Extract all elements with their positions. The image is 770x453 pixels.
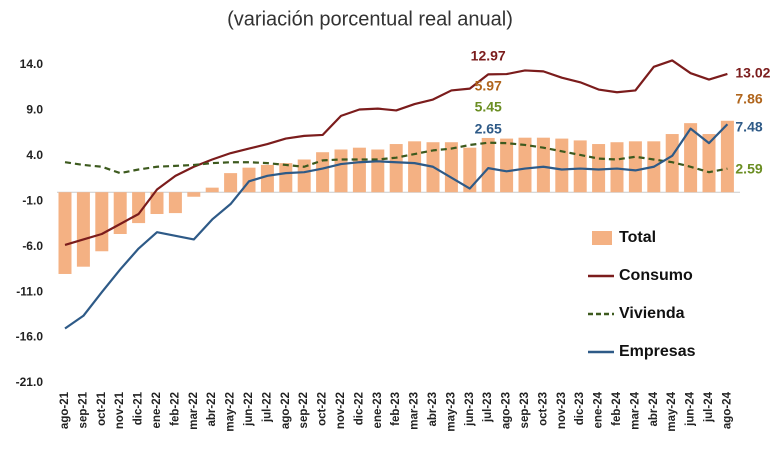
y-tick-label: -16.0 bbox=[16, 330, 44, 344]
bar bbox=[481, 137, 495, 193]
y-tick-label: 14.0 bbox=[20, 57, 44, 71]
bar bbox=[352, 147, 366, 193]
bar bbox=[95, 192, 109, 252]
bar bbox=[628, 141, 642, 193]
x-tick-label: jun-23 bbox=[464, 392, 476, 427]
bar bbox=[371, 149, 385, 193]
bar bbox=[610, 142, 624, 193]
x-tick-label: nov-21 bbox=[114, 391, 126, 429]
x-tick-label: oct-22 bbox=[317, 392, 329, 426]
bar bbox=[150, 192, 164, 215]
y-tick-label: 4.0 bbox=[26, 148, 43, 162]
x-tick-label: sep-23 bbox=[519, 392, 531, 428]
x-tick-label: ago-23 bbox=[501, 392, 513, 429]
x-tick-label: sep-22 bbox=[298, 392, 310, 428]
x-tick-label: mar-22 bbox=[188, 392, 200, 430]
x-tick-label: ene-24 bbox=[593, 391, 605, 428]
bar bbox=[187, 192, 201, 197]
bar bbox=[408, 141, 422, 193]
x-tick-label: may-22 bbox=[225, 392, 237, 432]
legend-label: Consumo bbox=[619, 267, 693, 284]
x-tick-label: abr-22 bbox=[206, 392, 218, 427]
legend-swatch bbox=[592, 231, 612, 245]
y-tick-label: -6.0 bbox=[22, 239, 43, 253]
data-label: 5.45 bbox=[475, 99, 502, 115]
bar bbox=[113, 192, 127, 234]
x-tick-label: feb-24 bbox=[611, 391, 623, 425]
line-2 bbox=[64, 141, 728, 175]
x-tick-label: oct-23 bbox=[537, 392, 549, 426]
x-tick-label: oct-21 bbox=[96, 391, 108, 425]
data-label: 2.59 bbox=[735, 161, 762, 177]
bar bbox=[316, 152, 330, 193]
data-label: 2.65 bbox=[475, 121, 502, 137]
x-tick-label: abr-23 bbox=[427, 392, 439, 427]
x-tick-label: feb-23 bbox=[390, 392, 402, 426]
x-tick-label: jun-24 bbox=[685, 391, 697, 426]
data-label: 12.97 bbox=[471, 48, 506, 64]
x-tick-label: ene-23 bbox=[372, 392, 384, 428]
legend-label: Total bbox=[619, 229, 656, 246]
bar bbox=[592, 144, 606, 193]
bar bbox=[168, 192, 182, 214]
bar bbox=[463, 147, 477, 193]
x-tick-label: jun-22 bbox=[243, 392, 255, 427]
bar bbox=[536, 137, 550, 193]
data-label: 5.97 bbox=[475, 78, 502, 94]
data-label: 13.02 bbox=[735, 65, 770, 81]
x-tick-label: may-23 bbox=[445, 392, 457, 432]
bar bbox=[444, 142, 458, 193]
y-tick-label: -21.0 bbox=[16, 375, 44, 389]
bar bbox=[224, 173, 238, 193]
line-3 bbox=[64, 123, 729, 330]
x-tick-label: jul-24 bbox=[703, 391, 715, 423]
bar bbox=[518, 137, 532, 193]
y-tick-label: -11.0 bbox=[16, 284, 43, 298]
bar bbox=[334, 149, 348, 193]
line-1 bbox=[64, 59, 728, 246]
bar bbox=[76, 192, 90, 267]
x-tick-label: sep-21 bbox=[77, 391, 89, 428]
bar bbox=[205, 187, 219, 193]
legend-label: Vivienda bbox=[619, 305, 685, 322]
x-tick-label: jul-23 bbox=[482, 392, 494, 423]
bar bbox=[555, 138, 569, 193]
x-tick-label: dic-21 bbox=[133, 391, 145, 425]
chart-subtitle: (variación porcentual real anual) bbox=[227, 8, 513, 30]
x-tick-label: ago-24 bbox=[721, 391, 733, 429]
x-tick-label: mar-23 bbox=[409, 392, 421, 430]
x-tick-label: mar-24 bbox=[629, 391, 641, 429]
bar bbox=[260, 164, 274, 193]
bar bbox=[684, 123, 698, 193]
bar bbox=[58, 192, 72, 274]
x-tick-label: abr-24 bbox=[648, 391, 660, 426]
x-tick-label: ago-21 bbox=[59, 391, 71, 429]
x-tick-label: jul-22 bbox=[261, 392, 273, 423]
bar bbox=[389, 144, 403, 193]
x-tick-label: nov-23 bbox=[556, 392, 568, 429]
x-tick-label: ago-22 bbox=[280, 392, 292, 429]
y-tick-label: 9.0 bbox=[26, 103, 43, 117]
x-tick-label: dic-23 bbox=[574, 392, 586, 425]
x-tick-label: feb-22 bbox=[169, 392, 181, 426]
x-tick-label: ene-22 bbox=[151, 392, 163, 428]
bar bbox=[720, 120, 734, 193]
bar bbox=[279, 163, 293, 193]
bar bbox=[297, 159, 311, 193]
legend-label: Empresas bbox=[619, 343, 696, 360]
x-tick-label: may-24 bbox=[666, 391, 678, 431]
y-tick-label: -1.0 bbox=[22, 193, 43, 207]
bar bbox=[500, 138, 514, 193]
bar bbox=[573, 140, 587, 193]
data-label: 7.86 bbox=[735, 91, 762, 107]
data-label: 7.48 bbox=[735, 119, 762, 135]
x-tick-label: nov-22 bbox=[335, 392, 347, 429]
bar bbox=[702, 134, 716, 193]
x-tick-label: dic-22 bbox=[353, 392, 365, 425]
